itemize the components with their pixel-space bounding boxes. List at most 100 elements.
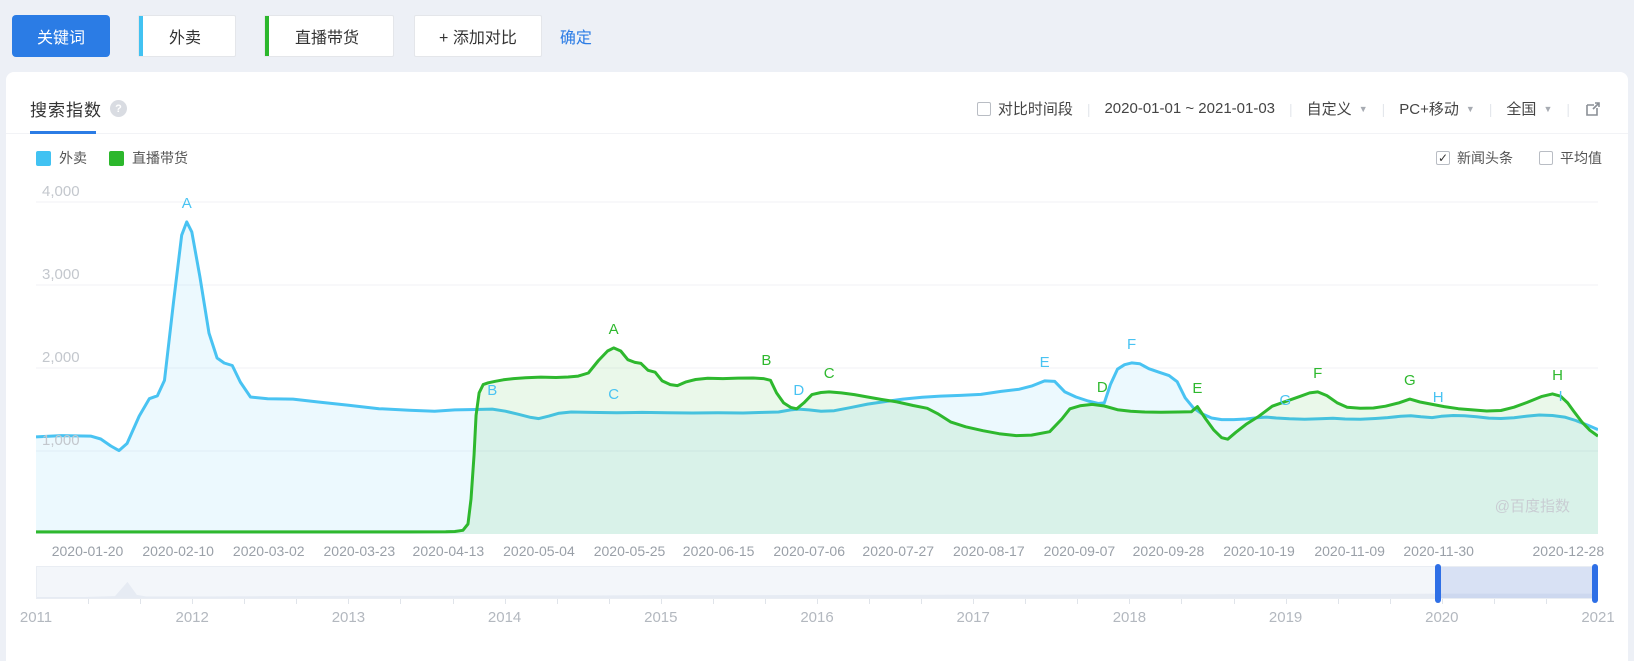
legend-item-直播带货[interactable]: 直播带货 xyxy=(109,148,188,168)
divider: | xyxy=(1289,100,1293,117)
brush-tick xyxy=(973,599,975,604)
news-marker-外卖-D[interactable]: D xyxy=(793,382,805,400)
compare-period-checkbox[interactable]: 对比时间段 xyxy=(976,98,1073,119)
page-title: 搜索指数 xyxy=(30,101,102,120)
legend-label: 直播带货 xyxy=(132,150,188,166)
open-in-new-icon[interactable] xyxy=(1584,100,1602,118)
keyword-accent-bar xyxy=(139,16,144,56)
brush-tick xyxy=(504,599,506,604)
news-marker-直播带货-G[interactable]: G xyxy=(1403,372,1416,390)
search-index-panel: 搜索指数 ? 对比时间段 | 2020-01-01 ~ 2021-01-03 |… xyxy=(6,72,1628,661)
brush-tick xyxy=(1181,599,1183,604)
x-axis-tick-label: 2020-06-15 xyxy=(682,543,755,559)
trend-chart: @百度指数 4,000 3,000 2,000 1,000 A B C D E F G H I A B C D E… xyxy=(36,183,1604,562)
brush-tick xyxy=(1129,599,1131,604)
news-marker-外卖-B[interactable]: B xyxy=(487,382,498,400)
news-marker-直播带货-D[interactable]: D xyxy=(1096,378,1108,396)
news-marker-外卖-C[interactable]: C xyxy=(608,385,620,403)
brush-tick xyxy=(1441,599,1443,604)
year-label-2014: 2014 xyxy=(487,609,522,626)
x-axis-tick-label: 2020-07-06 xyxy=(773,543,845,559)
news-marker-直播带货-C[interactable]: C xyxy=(823,364,835,382)
x-axis-tick-label: 2020-08-17 xyxy=(953,543,1025,559)
option-checkbox-平均值[interactable]: 平均值 xyxy=(1539,148,1602,168)
year-axis: 2011 2012 2013 2014 2015 2016 2017 2018 2019 2020… xyxy=(20,605,1615,631)
brush-tick xyxy=(296,599,298,604)
brush-handle-right[interactable] xyxy=(1592,564,1598,603)
help-icon[interactable]: ? xyxy=(110,100,127,117)
brush-track[interactable] xyxy=(36,564,1598,603)
x-axis-tick-label: 2020-01-20 xyxy=(51,543,124,559)
brush-tick xyxy=(660,599,662,604)
year-label-2021: 2021 xyxy=(1581,609,1615,626)
news-marker-外卖-E[interactable]: E xyxy=(1039,353,1050,371)
keyword-pill-label: 外卖 xyxy=(169,30,202,47)
divider: | xyxy=(1381,100,1386,117)
x-axis-tick-label: 2020-11-30 xyxy=(1403,543,1474,559)
divider: | xyxy=(1488,100,1493,117)
brush-tick xyxy=(452,599,454,604)
x-axis-tick-label: 2020-07-27 xyxy=(862,543,935,559)
checkbox-icon xyxy=(976,101,991,116)
keyword-pill-waimai[interactable]: 外卖 xyxy=(138,15,237,57)
option-label: 平均值 xyxy=(1560,150,1602,166)
year-label-2011: 2011 xyxy=(19,609,53,626)
chart-options: ✓ 新闻头条 平均值 xyxy=(1410,148,1602,168)
brush-tick xyxy=(192,599,194,604)
news-marker-直播带货-A[interactable]: A xyxy=(608,320,619,338)
option-label: 新闻头条 xyxy=(1457,150,1513,166)
brush-tick xyxy=(140,599,142,604)
brush-tick xyxy=(1545,599,1547,604)
brush-tick xyxy=(1233,599,1235,604)
watermark: @百度指数 xyxy=(1494,498,1570,515)
brush-handle-left[interactable] xyxy=(1434,564,1441,603)
x-axis-tick-label: 2020-03-23 xyxy=(323,543,396,559)
year-label-2015: 2015 xyxy=(644,609,678,626)
brush-tick xyxy=(1493,599,1495,604)
news-marker-直播带货-E[interactable]: E xyxy=(1192,379,1203,397)
brush-tick xyxy=(556,599,558,604)
brush-tick xyxy=(348,599,350,604)
year-label-2013: 2013 xyxy=(331,609,366,626)
x-axis-tick-label: 2020-05-04 xyxy=(503,543,575,559)
confirm-link[interactable]: 确定 xyxy=(559,30,592,47)
divider: | xyxy=(1086,100,1091,117)
x-axis-tick-label: 2020-12-28 xyxy=(1532,543,1605,559)
news-marker-外卖-H[interactable]: H xyxy=(1432,389,1444,407)
brush-sparkline xyxy=(37,581,1597,598)
add-compare-button[interactable]: + 添加对比 xyxy=(414,15,542,57)
legend-row: 外卖 直播带货 ✓ 新闻头条 平均值 xyxy=(6,134,1628,168)
year-label-2018: 2018 xyxy=(1112,609,1147,626)
news-marker-外卖-I[interactable]: I xyxy=(1558,388,1563,406)
option-checkbox-新闻头条[interactable]: ✓ 新闻头条 xyxy=(1436,148,1513,168)
keyword-pill-label: 直播带货 xyxy=(295,30,360,47)
keyword-pill-zhibodaihuo[interactable]: 直播带货 xyxy=(264,15,395,57)
news-marker-直播带货-F[interactable]: F xyxy=(1313,364,1323,382)
year-label-2020: 2020 xyxy=(1425,609,1459,626)
checkbox-icon: ✓ xyxy=(1436,151,1450,165)
x-axis-tick-label: 2020-04-13 xyxy=(412,543,485,559)
chevron-down-icon: ▼ xyxy=(1543,103,1553,114)
range-mode-dropdown[interactable]: 自定义 ▼ xyxy=(1307,98,1368,119)
date-range-value[interactable]: 2020-01-01 ~ 2021-01-03 xyxy=(1104,100,1276,117)
news-marker-外卖-G[interactable]: G xyxy=(1279,391,1292,409)
keyword-button[interactable]: 关键词 xyxy=(12,15,111,57)
device-dropdown[interactable]: PC+移动 ▼ xyxy=(1399,98,1475,119)
divider: | xyxy=(1566,100,1570,117)
active-tab-indicator xyxy=(30,131,96,134)
brush-ticks xyxy=(36,599,1598,605)
region-dropdown[interactable]: 全国 ▼ xyxy=(1506,98,1552,119)
news-marker-外卖-A[interactable]: A xyxy=(181,194,192,212)
brush-tick xyxy=(1077,599,1079,604)
region-value: 全国 xyxy=(1506,101,1537,118)
brush-selection[interactable] xyxy=(1437,567,1597,598)
news-marker-外卖-F[interactable]: F xyxy=(1127,335,1137,353)
news-marker-直播带货-H[interactable]: H xyxy=(1552,366,1563,384)
x-axis-tick-label: 2020-03-02 xyxy=(232,543,305,559)
brush-tick xyxy=(1337,599,1339,604)
brush-tick xyxy=(88,599,90,604)
panel-header: 搜索指数 ? 对比时间段 | 2020-01-01 ~ 2021-01-03 |… xyxy=(6,72,1628,134)
legend-item-外卖[interactable]: 外卖 xyxy=(36,148,87,168)
news-marker-直播带货-B[interactable]: B xyxy=(761,351,772,369)
y-axis-tick-label: 4,000 xyxy=(42,183,80,200)
